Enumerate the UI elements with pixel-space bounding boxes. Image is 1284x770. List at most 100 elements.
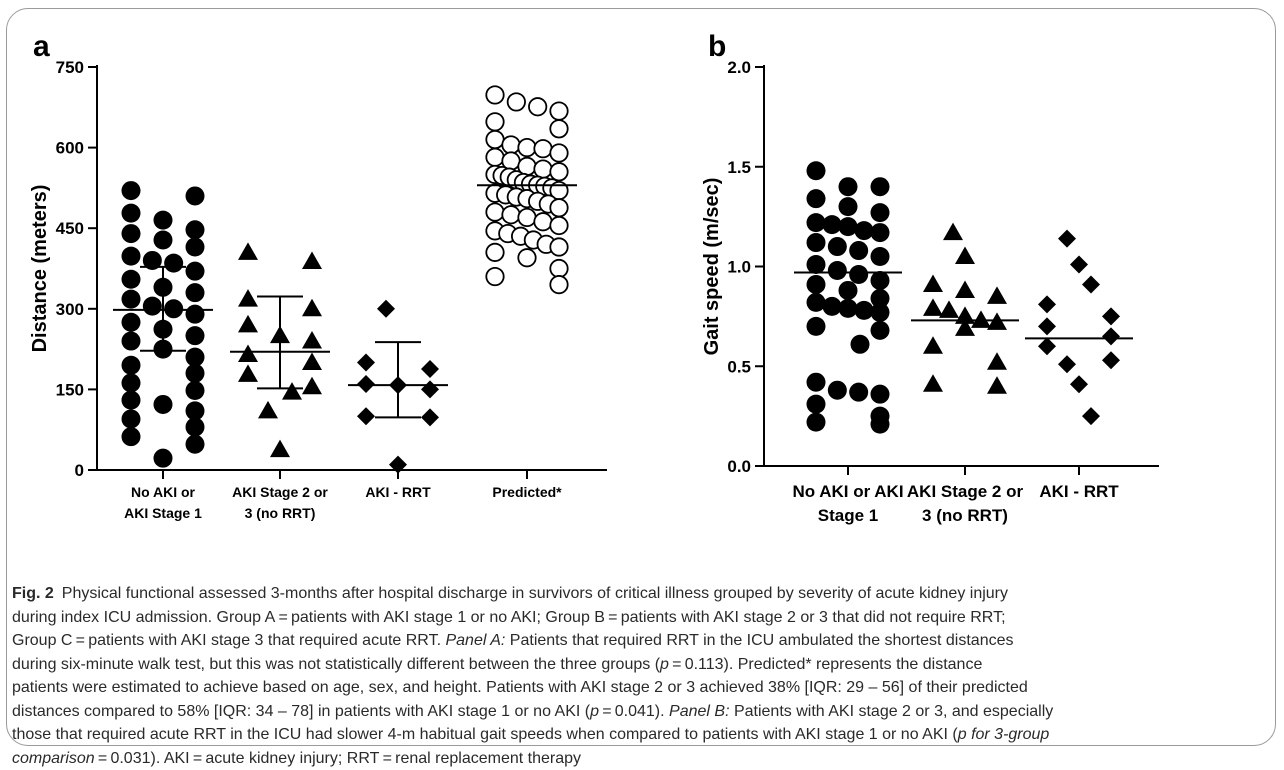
caption-text: during index ICU admission. Group A = pa…	[12, 609, 1006, 626]
data-point	[186, 262, 205, 281]
data-point	[871, 385, 890, 404]
data-point	[839, 299, 858, 318]
y-tick-label: 0.0	[727, 457, 751, 476]
data-point	[943, 223, 963, 241]
data-point	[186, 418, 205, 437]
data-point	[871, 203, 890, 222]
data-point	[1102, 307, 1120, 325]
x-category-label: 3 (no RRT)	[245, 505, 316, 521]
data-point	[550, 120, 567, 137]
data-point	[839, 281, 858, 300]
caption-text: Physical functional assessed 3-months af…	[62, 585, 1008, 602]
data-point	[238, 344, 258, 362]
data-point	[357, 375, 375, 393]
caption-text: during six-minute walk test, but this wa…	[12, 656, 660, 673]
caption-line: Fig. 2 Physical functional assessed 3-mo…	[12, 582, 1274, 606]
data-point	[164, 299, 183, 318]
y-axis-title: Distance (meters)	[29, 185, 51, 353]
data-point	[258, 401, 278, 419]
data-point	[851, 335, 870, 354]
data-point	[871, 415, 890, 434]
data-point	[486, 113, 503, 130]
data-point	[357, 354, 375, 372]
x-category-label: No AKI or	[131, 484, 196, 500]
caption-line: patients were estimated to achieve based…	[12, 676, 1274, 700]
data-point	[823, 297, 842, 316]
data-point	[1082, 275, 1100, 293]
x-category-label: AKI Stage 2 or	[232, 484, 328, 500]
data-point	[807, 255, 826, 274]
data-point	[550, 238, 567, 255]
caption-text: = 0.031). AKI = acute kidney injury; RRT…	[95, 750, 581, 767]
data-point	[923, 336, 943, 354]
data-point	[486, 244, 503, 261]
data-point	[486, 268, 503, 285]
data-point	[122, 409, 141, 428]
caption-text: p	[590, 703, 599, 720]
data-point	[186, 283, 205, 302]
data-point	[238, 242, 258, 260]
figure-caption: Fig. 2 Physical functional assessed 3-mo…	[12, 582, 1274, 770]
data-point	[186, 238, 205, 257]
data-point	[550, 260, 567, 277]
data-point	[855, 301, 874, 320]
x-category-label: Stage 1	[818, 506, 878, 525]
figure-label: Fig. 2	[12, 585, 54, 602]
x-category-label: Predicted*	[492, 484, 562, 500]
data-point	[486, 131, 503, 148]
caption-line: those that required acute RRT in the ICU…	[12, 723, 1274, 747]
data-point	[518, 139, 535, 156]
data-point	[143, 297, 162, 316]
data-point	[154, 449, 173, 468]
data-point	[122, 181, 141, 200]
data-point	[534, 213, 551, 230]
caption-line: during six-minute walk test, but this wa…	[12, 653, 1274, 677]
data-point	[807, 373, 826, 392]
data-point	[122, 270, 141, 289]
data-point	[1038, 337, 1056, 355]
data-point	[550, 217, 567, 234]
data-point	[828, 261, 847, 280]
data-point	[486, 203, 503, 220]
caption-text: Panel B:	[669, 703, 729, 720]
data-point	[987, 286, 1007, 304]
data-point	[839, 217, 858, 236]
data-point	[529, 98, 546, 115]
data-point	[421, 408, 439, 426]
data-point	[377, 300, 395, 318]
caption-text: those that required acute RRT in the ICU…	[12, 726, 958, 743]
data-point	[550, 199, 567, 216]
panel-letter-b: b	[708, 30, 726, 63]
data-point	[923, 274, 943, 292]
y-tick-label: 1.0	[727, 258, 751, 277]
data-point	[1058, 230, 1076, 248]
data-point	[1038, 317, 1056, 335]
data-point	[807, 213, 826, 232]
data-point	[421, 360, 439, 378]
data-point	[122, 332, 141, 351]
data-point	[987, 376, 1007, 394]
data-point	[302, 377, 322, 395]
data-point	[486, 149, 503, 166]
panel-letter-a: a	[33, 30, 50, 63]
data-point	[508, 93, 525, 110]
data-point	[122, 247, 141, 266]
data-point	[518, 209, 535, 226]
data-point	[871, 177, 890, 196]
data-point	[807, 395, 826, 414]
data-point	[839, 197, 858, 216]
x-category-label: No AKI or AKI	[792, 482, 903, 501]
data-point	[486, 86, 503, 103]
data-point	[357, 407, 375, 425]
data-point	[807, 317, 826, 336]
x-category-label: 3 (no RRT)	[922, 506, 1008, 525]
data-point	[1070, 375, 1088, 393]
y-tick-label: 450	[56, 219, 84, 238]
data-point	[807, 413, 826, 432]
data-point	[849, 383, 868, 402]
x-category-label: AKI - RRT	[365, 484, 431, 500]
y-axis-title: Gait speed (m/sec)	[701, 178, 723, 356]
x-category-label: AKI Stage 1	[124, 505, 202, 521]
